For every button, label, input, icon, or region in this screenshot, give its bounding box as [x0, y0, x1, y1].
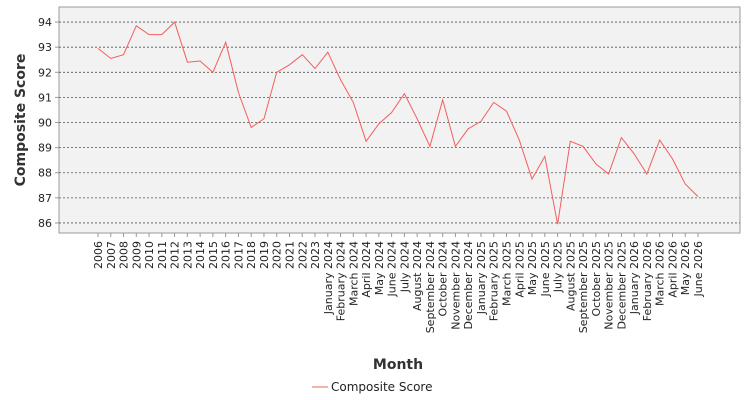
- x-tick-label: April 2026: [666, 241, 679, 298]
- legend: Composite Score: [312, 380, 432, 394]
- x-tick-label: 2022: [296, 241, 309, 269]
- x-tick-label: 2015: [207, 241, 220, 269]
- x-tick-label: September 2025: [577, 241, 590, 333]
- x-tick-label: December 2024: [462, 241, 475, 330]
- x-tick-label: 2006: [92, 241, 105, 269]
- x-tick-label: 2008: [118, 241, 131, 269]
- series-line-composite-score: [97, 21, 699, 225]
- y-tick-label: 92: [38, 66, 52, 79]
- x-tick-label: July 2024: [398, 241, 411, 293]
- y-ticks: 86 87 88 89 90 91 92 93 94: [38, 16, 59, 230]
- x-tick-label: 2016: [220, 241, 233, 269]
- x-tick-label: October 2024: [437, 241, 450, 317]
- x-tick-label: 2010: [143, 241, 156, 269]
- x-tick-label: April 2025: [513, 241, 526, 298]
- x-tick-label: January 2025: [475, 241, 488, 315]
- x-tick-label: June 2024: [386, 241, 399, 297]
- x-tick-label: June 2025: [539, 241, 552, 297]
- x-tick-label: March 2024: [347, 241, 360, 306]
- x-tick-label: 2014: [194, 241, 207, 269]
- x-tick-label: 2009: [130, 241, 143, 269]
- x-tick-label: 2007: [105, 241, 118, 269]
- y-grid: [59, 21, 740, 224]
- x-tick-label: August 2025: [564, 241, 577, 311]
- y-axis-title: Composite Score: [13, 54, 29, 187]
- x-tick-label: May 2025: [526, 241, 539, 295]
- x-tick-label: 2023: [309, 241, 322, 269]
- x-tick-label: February 2026: [641, 241, 654, 321]
- x-tick-label: 2021: [283, 241, 296, 269]
- x-tick-label: 2019: [258, 241, 271, 269]
- y-tick-label: 88: [38, 167, 52, 180]
- y-tick-label: 90: [38, 117, 52, 130]
- y-tick-label: 94: [38, 16, 52, 29]
- x-tick-label: January 2024: [322, 241, 335, 315]
- x-tick-label: January 2026: [628, 241, 641, 315]
- x-tick-label: 2018: [245, 241, 258, 269]
- x-tick-label: 2012: [169, 241, 182, 269]
- x-tick-label: August 2024: [411, 241, 424, 311]
- y-tick-label: 89: [38, 142, 52, 155]
- x-tick-label: May 2026: [679, 241, 692, 295]
- x-ticks: 2006 2007 2008 2009 2010 2011 2012 2013 2014 2015…: [92, 233, 705, 333]
- x-tick-label: 2017: [232, 241, 245, 269]
- y-tick-label: 91: [38, 91, 52, 104]
- x-tick-label: September 2024: [424, 241, 437, 333]
- x-tick-label: March 2025: [501, 241, 514, 306]
- x-tick-label: May 2024: [373, 241, 386, 295]
- y-tick-label: 87: [38, 192, 52, 205]
- x-tick-label: 2020: [271, 241, 284, 269]
- x-tick-label: April 2024: [360, 241, 373, 298]
- x-tick-label: February 2025: [488, 241, 501, 321]
- y-tick-label: 86: [38, 217, 52, 230]
- x-tick-label: December 2025: [615, 241, 628, 330]
- y-tick-label: 93: [38, 41, 52, 54]
- x-tick-label: October 2025: [590, 241, 603, 317]
- x-tick-label: March 2026: [654, 241, 667, 306]
- x-tick-label: 2013: [181, 241, 194, 269]
- x-tick-label: June 2026: [692, 241, 705, 297]
- x-tick-label: November 2024: [449, 241, 462, 330]
- x-axis-title: Month: [373, 357, 423, 373]
- x-tick-label: 2011: [156, 241, 169, 269]
- x-tick-label: February 2024: [335, 241, 348, 321]
- x-tick-label: July 2025: [552, 241, 565, 293]
- x-tick-label: November 2025: [603, 241, 616, 330]
- plot-area: [58, 6, 741, 234]
- legend-label: Composite Score: [331, 380, 432, 394]
